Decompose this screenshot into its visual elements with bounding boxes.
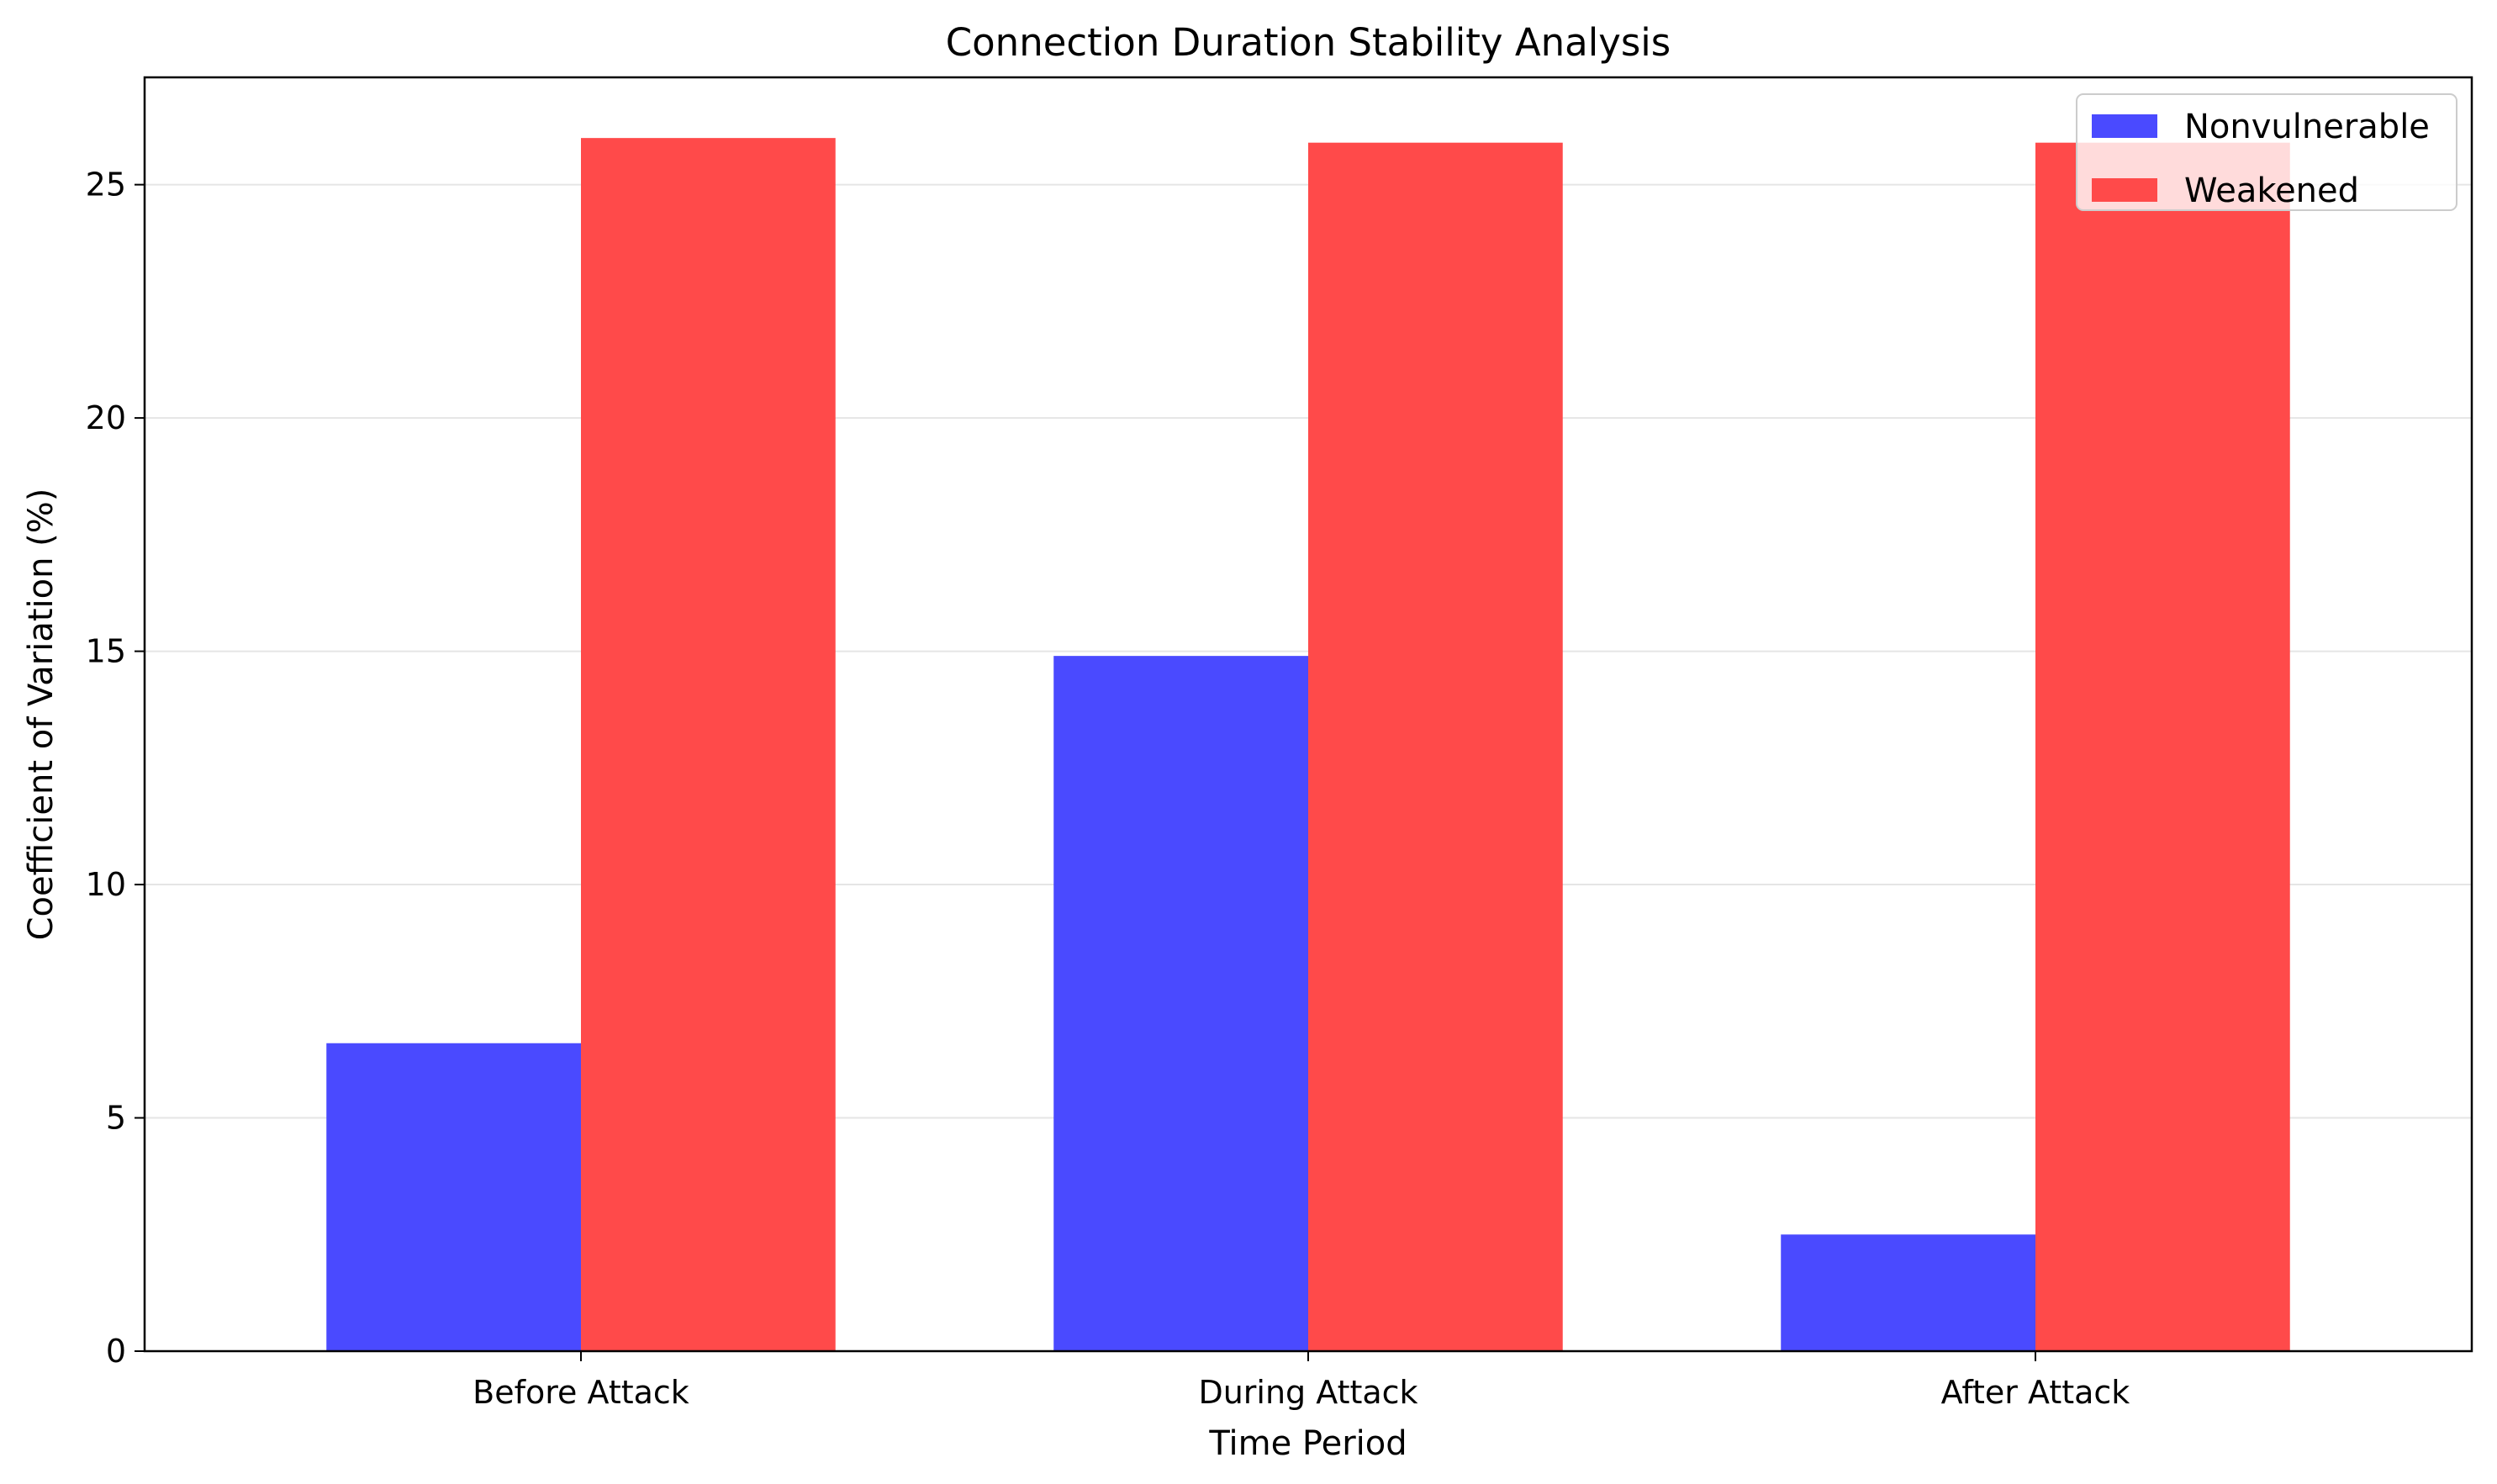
x-tick-label: Before Attack	[472, 1374, 689, 1411]
y-tick-label: 5	[106, 1100, 126, 1137]
bar-weakened-after-attack	[2035, 142, 2290, 1352]
y-tick-label: 15	[86, 633, 126, 670]
x-tick-label: During Attack	[1198, 1374, 1417, 1411]
x-axis-ticks: Before Attack During Attack After Attack	[472, 1351, 2130, 1411]
x-tick-label: After Attack	[1941, 1374, 2130, 1411]
y-axis-label: Coefficient of Variation (%)	[22, 489, 61, 941]
bar-nonvulnerable-before-attack	[326, 1043, 581, 1351]
bar-nonvulnerable-after-attack	[1781, 1234, 2035, 1351]
bar-nonvulnerable-during-attack	[1053, 656, 1308, 1351]
y-tick-label: 10	[86, 866, 126, 903]
y-tick-label: 25	[86, 166, 126, 203]
y-tick-label: 0	[106, 1333, 126, 1370]
bar-weakened-during-attack	[1308, 142, 1563, 1352]
legend-label: Weakened	[2184, 172, 2359, 210]
legend-swatch	[2092, 178, 2157, 202]
chart-title: Connection Duration Stability Analysis	[946, 20, 1671, 65]
y-axis-ticks: 0 5 10 15 20 25	[86, 166, 145, 1370]
legend: Nonvulnerable Weakened	[2076, 93, 2457, 211]
bars	[326, 138, 2290, 1352]
legend-swatch	[2092, 114, 2157, 138]
x-axis-label: Time Period	[1208, 1424, 1407, 1463]
legend-label: Nonvulnerable	[2184, 108, 2430, 146]
y-tick-label: 20	[86, 399, 126, 436]
legend-frame	[2076, 93, 2457, 211]
bar-weakened-before-attack	[581, 138, 836, 1352]
